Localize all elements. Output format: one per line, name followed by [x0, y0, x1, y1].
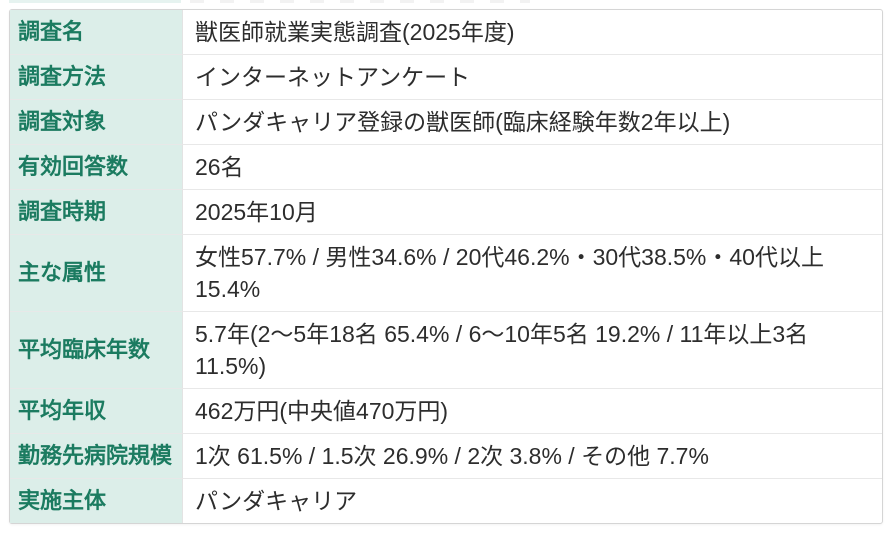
- cutoff-text-trace: [190, 0, 530, 3]
- row-value: インターネットアンケート: [182, 54, 882, 99]
- table-row: 実施主体 パンダキャリア: [10, 478, 882, 523]
- row-label: 調査名: [10, 10, 182, 54]
- row-value: パンダキャリア登録の獣医師(臨床経験年数2年以上): [182, 99, 882, 144]
- previous-table-row-cutoff: [9, 0, 883, 3]
- table-row: 調査方法 インターネットアンケート: [10, 54, 882, 99]
- row-value: 26名: [182, 144, 882, 189]
- table-row: 調査時期 2025年10月: [10, 189, 882, 234]
- table-row: 調査対象 パンダキャリア登録の獣医師(臨床経験年数2年以上): [10, 99, 882, 144]
- cutoff-label-cell: [9, 0, 181, 3]
- table-row: 調査名 獣医師就業実態調査(2025年度): [10, 10, 882, 54]
- table-row: 主な属性 女性57.7% / 男性34.6% / 20代46.2%・30代38.5…: [10, 234, 882, 311]
- row-label: 平均年収: [10, 388, 182, 433]
- row-label: 調査方法: [10, 54, 182, 99]
- row-value: パンダキャリア: [182, 478, 882, 523]
- survey-table-body: 調査名 獣医師就業実態調査(2025年度) 調査方法 インターネットアンケート 調査対象…: [10, 10, 882, 523]
- row-value: 獣医師就業実態調査(2025年度): [182, 10, 882, 54]
- row-value: 1次 61.5% / 1.5次 26.9% / 2次 3.8% / その他 7.…: [182, 433, 882, 478]
- row-label: 有効回答数: [10, 144, 182, 189]
- row-label: 調査時期: [10, 189, 182, 234]
- row-value: 462万円(中央値470万円): [182, 388, 882, 433]
- row-label: 平均臨床年数: [10, 311, 182, 388]
- row-value: 女性57.7% / 男性34.6% / 20代46.2%・30代38.5%・40…: [182, 234, 882, 311]
- table-row: 平均臨床年数 5.7年(2〜5年18名 65.4% / 6〜10年5名 19.2%…: [10, 311, 882, 388]
- row-value: 2025年10月: [182, 189, 882, 234]
- row-value: 5.7年(2〜5年18名 65.4% / 6〜10年5名 19.2% / 11年…: [182, 311, 882, 388]
- row-label: 調査対象: [10, 99, 182, 144]
- row-label: 実施主体: [10, 478, 182, 523]
- table-row: 有効回答数 26名: [10, 144, 882, 189]
- row-label: 主な属性: [10, 234, 182, 311]
- table-row: 勤務先病院規模 1次 61.5% / 1.5次 26.9% / 2次 3.8% /…: [10, 433, 882, 478]
- survey-summary-table: 調査名 獣医師就業実態調査(2025年度) 調査方法 インターネットアンケート 調査対象…: [9, 9, 883, 524]
- table-row: 平均年収 462万円(中央値470万円): [10, 388, 882, 433]
- row-label: 勤務先病院規模: [10, 433, 182, 478]
